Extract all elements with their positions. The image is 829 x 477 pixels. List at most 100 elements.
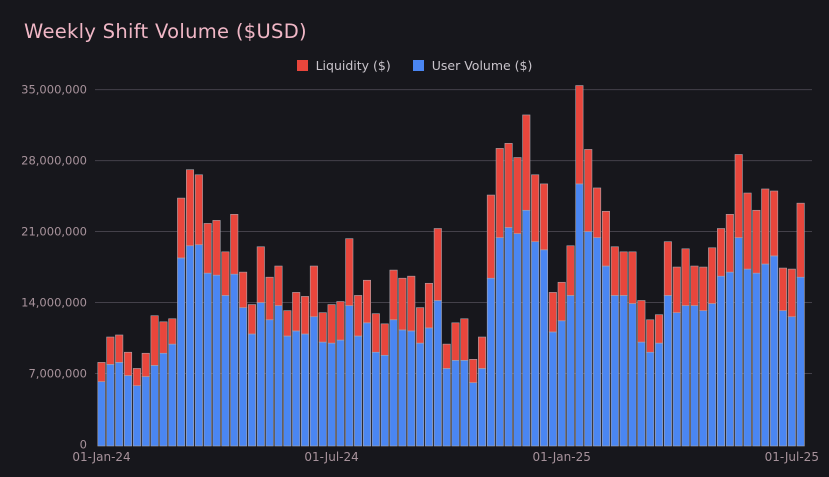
- bar-liquidity[interactable]: [486, 194, 495, 279]
- bar-liquidity[interactable]: [531, 174, 540, 243]
- bar-user-volume[interactable]: [256, 302, 265, 447]
- bar-liquidity[interactable]: [239, 271, 248, 308]
- bar-user-volume[interactable]: [513, 233, 522, 447]
- bar-user-volume[interactable]: [424, 327, 433, 447]
- bar-user-volume[interactable]: [212, 274, 221, 447]
- bar-liquidity[interactable]: [478, 336, 487, 369]
- bar-user-volume[interactable]: [725, 271, 734, 447]
- bar-liquidity[interactable]: [619, 251, 628, 296]
- bar-user-volume[interactable]: [301, 333, 310, 447]
- bar-liquidity[interactable]: [566, 245, 575, 296]
- bar-liquidity[interactable]: [247, 304, 256, 335]
- bar-user-volume[interactable]: [575, 183, 584, 447]
- bar-user-volume[interactable]: [168, 343, 177, 447]
- bar-liquidity[interactable]: [407, 275, 416, 332]
- bar-user-volume[interactable]: [770, 255, 779, 447]
- bar-user-volume[interactable]: [416, 342, 425, 447]
- bar-user-volume[interactable]: [504, 227, 513, 447]
- bar-liquidity[interactable]: [97, 362, 106, 382]
- bar-user-volume[interactable]: [699, 310, 708, 447]
- bar-user-volume[interactable]: [557, 320, 566, 447]
- bar-user-volume[interactable]: [601, 265, 610, 447]
- bar-liquidity[interactable]: [504, 143, 513, 228]
- bar-user-volume[interactable]: [743, 268, 752, 447]
- bar-user-volume[interactable]: [681, 305, 690, 447]
- bar-liquidity[interactable]: [708, 247, 717, 304]
- bar-user-volume[interactable]: [451, 360, 460, 447]
- bar-liquidity[interactable]: [787, 268, 796, 318]
- bar-user-volume[interactable]: [106, 364, 115, 447]
- bar-liquidity[interactable]: [699, 266, 708, 311]
- bar-liquidity[interactable]: [177, 197, 186, 259]
- bar-user-volume[interactable]: [194, 244, 203, 447]
- bar-user-volume[interactable]: [655, 342, 664, 447]
- bar-user-volume[interactable]: [124, 375, 133, 447]
- bar-liquidity[interactable]: [743, 192, 752, 270]
- bar-user-volume[interactable]: [283, 335, 292, 447]
- bar-user-volume[interactable]: [150, 365, 159, 447]
- bar-user-volume[interactable]: [336, 339, 345, 447]
- bar-liquidity[interactable]: [398, 277, 407, 331]
- bar-user-volume[interactable]: [469, 382, 478, 447]
- legend-item-user-volume[interactable]: User Volume ($): [412, 58, 532, 73]
- bar-liquidity[interactable]: [584, 149, 593, 232]
- bar-user-volume[interactable]: [539, 249, 548, 447]
- bar-liquidity[interactable]: [106, 336, 115, 365]
- bar-liquidity[interactable]: [637, 300, 646, 343]
- bar-user-volume[interactable]: [442, 368, 451, 447]
- bar-liquidity[interactable]: [141, 352, 150, 377]
- bar-user-volume[interactable]: [478, 368, 487, 447]
- bar-liquidity[interactable]: [265, 276, 274, 321]
- bar-liquidity[interactable]: [752, 209, 761, 274]
- bar-liquidity[interactable]: [593, 187, 602, 238]
- bar-liquidity[interactable]: [256, 246, 265, 303]
- bar-liquidity[interactable]: [292, 292, 301, 332]
- bar-user-volume[interactable]: [97, 381, 106, 447]
- bar-user-volume[interactable]: [389, 319, 398, 447]
- bar-liquidity[interactable]: [601, 210, 610, 267]
- bar-user-volume[interactable]: [433, 300, 442, 447]
- bar-user-volume[interactable]: [309, 316, 318, 447]
- bar-liquidity[interactable]: [451, 322, 460, 361]
- bar-liquidity[interactable]: [345, 238, 354, 306]
- bar-user-volume[interactable]: [318, 341, 327, 447]
- bar-user-volume[interactable]: [584, 231, 593, 447]
- bar-liquidity[interactable]: [557, 281, 566, 322]
- bar-liquidity[interactable]: [380, 323, 389, 356]
- bar-liquidity[interactable]: [716, 228, 725, 277]
- bar-user-volume[interactable]: [407, 330, 416, 447]
- bar-liquidity[interactable]: [327, 304, 336, 344]
- bar-user-volume[interactable]: [460, 360, 469, 447]
- bar-user-volume[interactable]: [610, 295, 619, 447]
- bar-user-volume[interactable]: [646, 351, 655, 447]
- bar-liquidity[interactable]: [663, 241, 672, 296]
- bar-user-volume[interactable]: [486, 277, 495, 447]
- bar-liquidity[interactable]: [778, 267, 787, 311]
- bar-user-volume[interactable]: [292, 330, 301, 447]
- bar-user-volume[interactable]: [221, 295, 230, 447]
- bar-user-volume[interactable]: [531, 241, 540, 447]
- bar-user-volume[interactable]: [787, 316, 796, 447]
- bar-liquidity[interactable]: [761, 188, 770, 265]
- bar-user-volume[interactable]: [637, 341, 646, 447]
- bar-liquidity[interactable]: [770, 190, 779, 257]
- bar-user-volume[interactable]: [274, 305, 283, 447]
- bar-liquidity[interactable]: [274, 265, 283, 306]
- bar-liquidity[interactable]: [230, 214, 239, 275]
- bar-user-volume[interactable]: [734, 237, 743, 447]
- bar-liquidity[interactable]: [354, 295, 363, 337]
- bar-liquidity[interactable]: [672, 266, 681, 313]
- bar-user-volume[interactable]: [761, 263, 770, 447]
- bar-user-volume[interactable]: [186, 245, 195, 447]
- bar-user-volume[interactable]: [778, 310, 787, 447]
- bar-liquidity[interactable]: [371, 313, 380, 353]
- bar-liquidity[interactable]: [283, 310, 292, 337]
- bar-user-volume[interactable]: [203, 272, 212, 447]
- bar-user-volume[interactable]: [380, 354, 389, 447]
- bar-user-volume[interactable]: [398, 329, 407, 447]
- bar-liquidity[interactable]: [796, 202, 805, 278]
- bar-user-volume[interactable]: [548, 331, 557, 447]
- bar-user-volume[interactable]: [345, 305, 354, 447]
- bar-user-volume[interactable]: [159, 352, 168, 447]
- bar-user-volume[interactable]: [115, 362, 124, 447]
